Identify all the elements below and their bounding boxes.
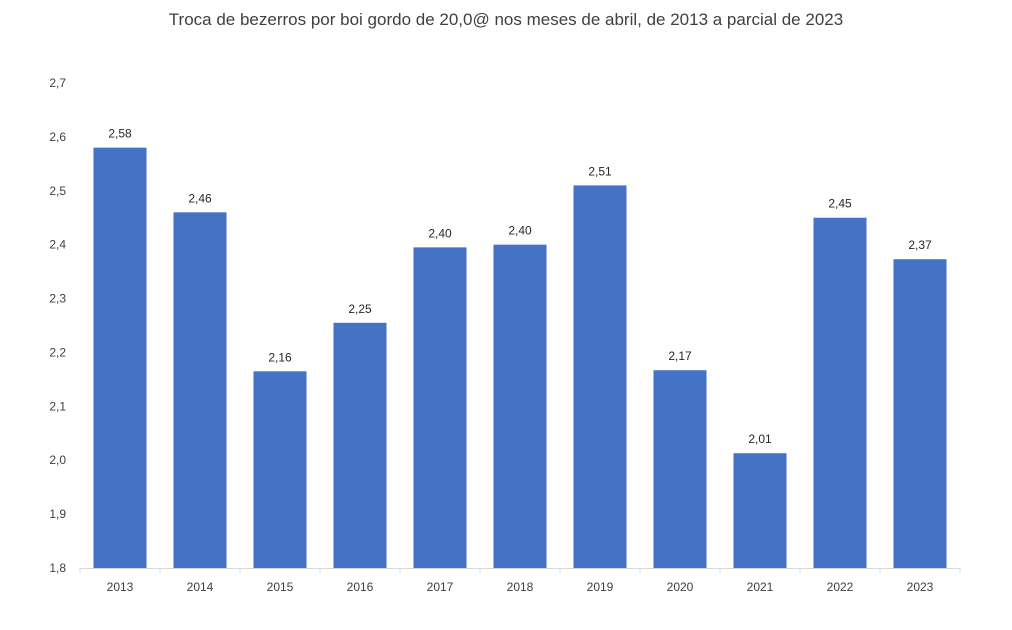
x-tick-label: 2013 xyxy=(107,580,134,594)
data-label: 2,25 xyxy=(348,302,372,316)
x-tick-label: 2021 xyxy=(747,580,774,594)
x-tick-label: 2020 xyxy=(667,580,694,594)
data-label: 2,01 xyxy=(748,432,772,446)
y-tick-label: 2,5 xyxy=(49,184,66,198)
data-label: 2,16 xyxy=(268,350,292,364)
data-label: 2,46 xyxy=(188,191,212,205)
data-label: 2,58 xyxy=(108,127,132,141)
bar xyxy=(493,244,547,568)
chart-title: Troca de bezerros por boi gordo de 20,0@… xyxy=(168,10,844,29)
data-label: 2,40 xyxy=(428,226,452,240)
y-tick-label: 1,9 xyxy=(49,507,66,521)
x-tick-label: 2017 xyxy=(427,580,454,594)
data-label: 2,17 xyxy=(668,349,692,363)
x-tick-label: 2022 xyxy=(827,580,854,594)
bar xyxy=(173,212,227,569)
x-tick-label: 2016 xyxy=(347,580,374,594)
x-tick-label: 2019 xyxy=(587,580,614,594)
bar xyxy=(733,453,787,568)
x-tick-label: 2018 xyxy=(507,580,534,594)
data-label: 2,37 xyxy=(908,238,932,252)
data-label: 2,51 xyxy=(588,164,612,178)
y-tick-label: 2,6 xyxy=(49,130,66,144)
y-tick-label: 2,3 xyxy=(49,292,66,306)
y-tick-label: 2,1 xyxy=(49,399,66,413)
data-label: 2,40 xyxy=(508,224,532,238)
bar xyxy=(573,185,627,568)
data-label: 2,45 xyxy=(828,197,852,211)
y-tick-label: 2,7 xyxy=(49,76,66,90)
bar xyxy=(653,370,707,568)
y-tick-label: 1,8 xyxy=(49,561,66,575)
bar xyxy=(253,371,307,568)
y-tick-label: 2,2 xyxy=(49,345,66,359)
bar xyxy=(893,259,947,568)
x-tick-label: 2014 xyxy=(187,580,214,594)
bar xyxy=(413,247,467,568)
bar xyxy=(333,322,387,568)
bar xyxy=(93,147,147,568)
x-tick-label: 2023 xyxy=(907,580,934,594)
y-tick-label: 2,4 xyxy=(49,238,66,252)
bar xyxy=(813,217,867,568)
y-tick-label: 2,0 xyxy=(49,453,66,467)
x-tick-label: 2015 xyxy=(267,580,294,594)
